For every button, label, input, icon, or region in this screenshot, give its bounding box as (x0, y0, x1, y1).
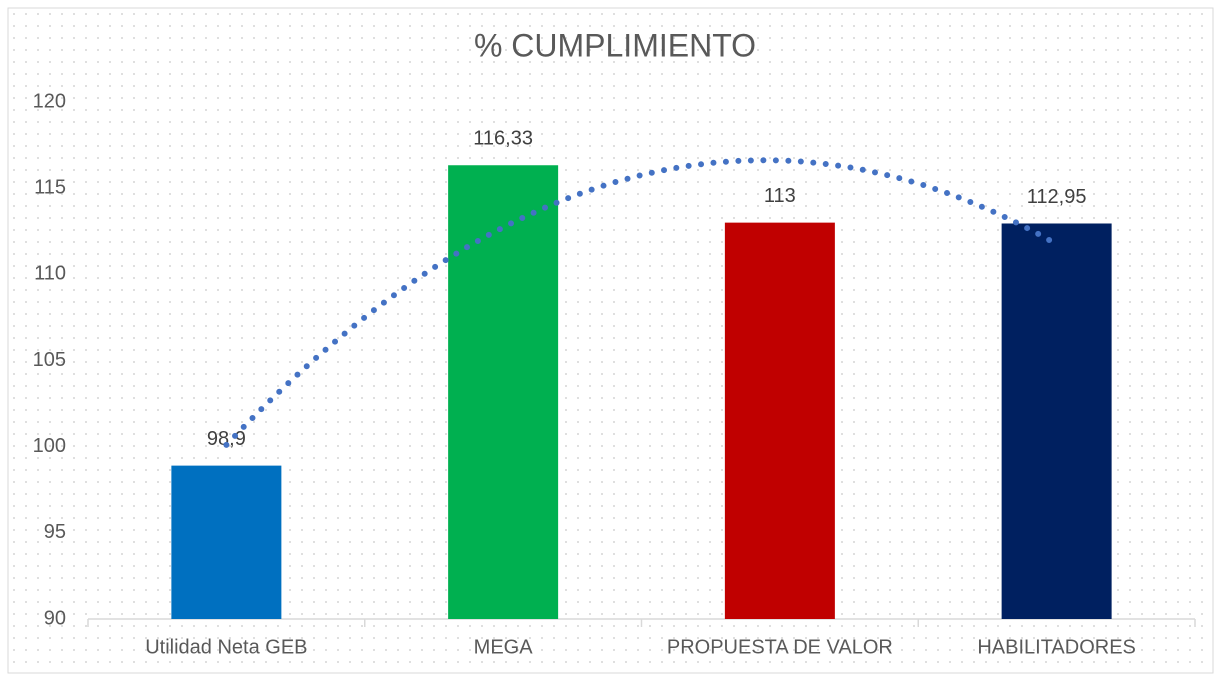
x-tick-label: Utilidad Neta GEB (145, 636, 307, 658)
data-label: 116,33 (473, 128, 533, 150)
y-tick-label: 90 (44, 607, 66, 629)
y-tick-label: 100 (33, 435, 66, 457)
y-tick-label: 105 (33, 349, 66, 371)
y-tick-label: 95 (44, 521, 66, 543)
y-tick-label: 120 (33, 90, 66, 112)
x-tick-label: HABILITADORES (977, 636, 1136, 658)
data-label: 113 (764, 185, 796, 207)
x-tick-label: PROPUESTA DE VALOR (667, 636, 893, 658)
bar (448, 165, 559, 619)
bar (1001, 223, 1112, 619)
data-label: 112,95 (1027, 186, 1087, 208)
x-tick-label: MEGA (474, 636, 534, 658)
y-tick-label: 115 (34, 176, 66, 198)
chart-title: % CUMPLIMIENTO (474, 27, 756, 63)
bar (724, 222, 835, 619)
bar (171, 465, 282, 619)
trendline (223, 157, 1060, 448)
y-tick-label: 110 (34, 263, 66, 285)
